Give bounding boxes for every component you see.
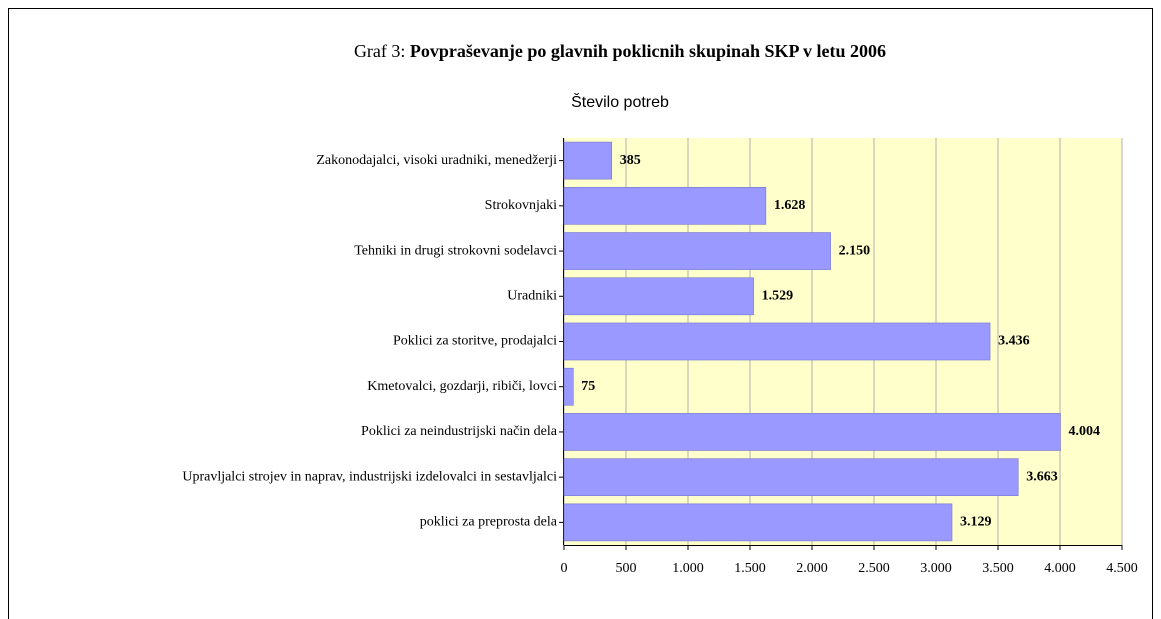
value-label: 1.529 (762, 288, 794, 303)
x-tick-label: 2.500 (858, 561, 890, 576)
y-tick-label: Tehniki in drugi strokovni sodelavci (354, 243, 557, 258)
y-tick-label: Kmetovalci, gozdarji, ribiči, lovci (367, 379, 557, 394)
bar (563, 458, 1019, 497)
x-tick-label: 3.500 (982, 561, 1014, 576)
value-label: 1.628 (774, 198, 806, 213)
x-tick-label: 0 (561, 561, 568, 576)
subtitle: Število potreb (571, 92, 669, 111)
bar (563, 232, 831, 270)
x-tick-label: 3.000 (920, 561, 952, 576)
chart-title: Graf 3: Povpraševanje po glavnih poklicn… (354, 41, 886, 61)
x-tick-label: 500 (616, 561, 637, 576)
bar (563, 367, 574, 406)
y-tick-label: Upravljalci strojev in naprav, industrij… (182, 469, 557, 484)
value-label: 385 (620, 153, 641, 168)
bar (563, 277, 754, 316)
y-tick-label: Poklici za neindustrijski način dela (361, 424, 558, 439)
y-tick-label: Uradniki (507, 288, 557, 303)
x-tick-label: 4.500 (1106, 561, 1138, 576)
frame (8, 8, 1153, 619)
bar (563, 413, 1061, 451)
y-tick-label: poklici za preprosta dela (420, 515, 558, 530)
value-label: 2.150 (839, 243, 871, 258)
y-tick-label: Strokovnjaki (485, 198, 557, 213)
bar (563, 141, 613, 180)
value-label: 3.436 (998, 334, 1029, 349)
value-label: 3.663 (1026, 469, 1058, 484)
x-tick-label: 4.000 (1044, 561, 1076, 576)
bar (563, 503, 953, 542)
title-main: Povpraševanje po glavnih poklicnih skupi… (410, 41, 886, 61)
value-label: 4.004 (1068, 424, 1100, 439)
bar (563, 186, 767, 225)
y-tick-label: Zakonodajalci, visoki uradniki, menedžer… (316, 153, 557, 168)
x-tick-label: 1.000 (672, 561, 704, 576)
x-tick-label: 2.000 (796, 561, 828, 576)
value-label: 75 (581, 379, 595, 394)
x-tick-label: 1.500 (734, 561, 766, 576)
value-label: 3.129 (960, 515, 992, 530)
bar (563, 322, 991, 361)
title-label: Graf 3: (354, 41, 405, 61)
y-tick-label: Poklici za storitve, prodajalci (393, 334, 557, 349)
